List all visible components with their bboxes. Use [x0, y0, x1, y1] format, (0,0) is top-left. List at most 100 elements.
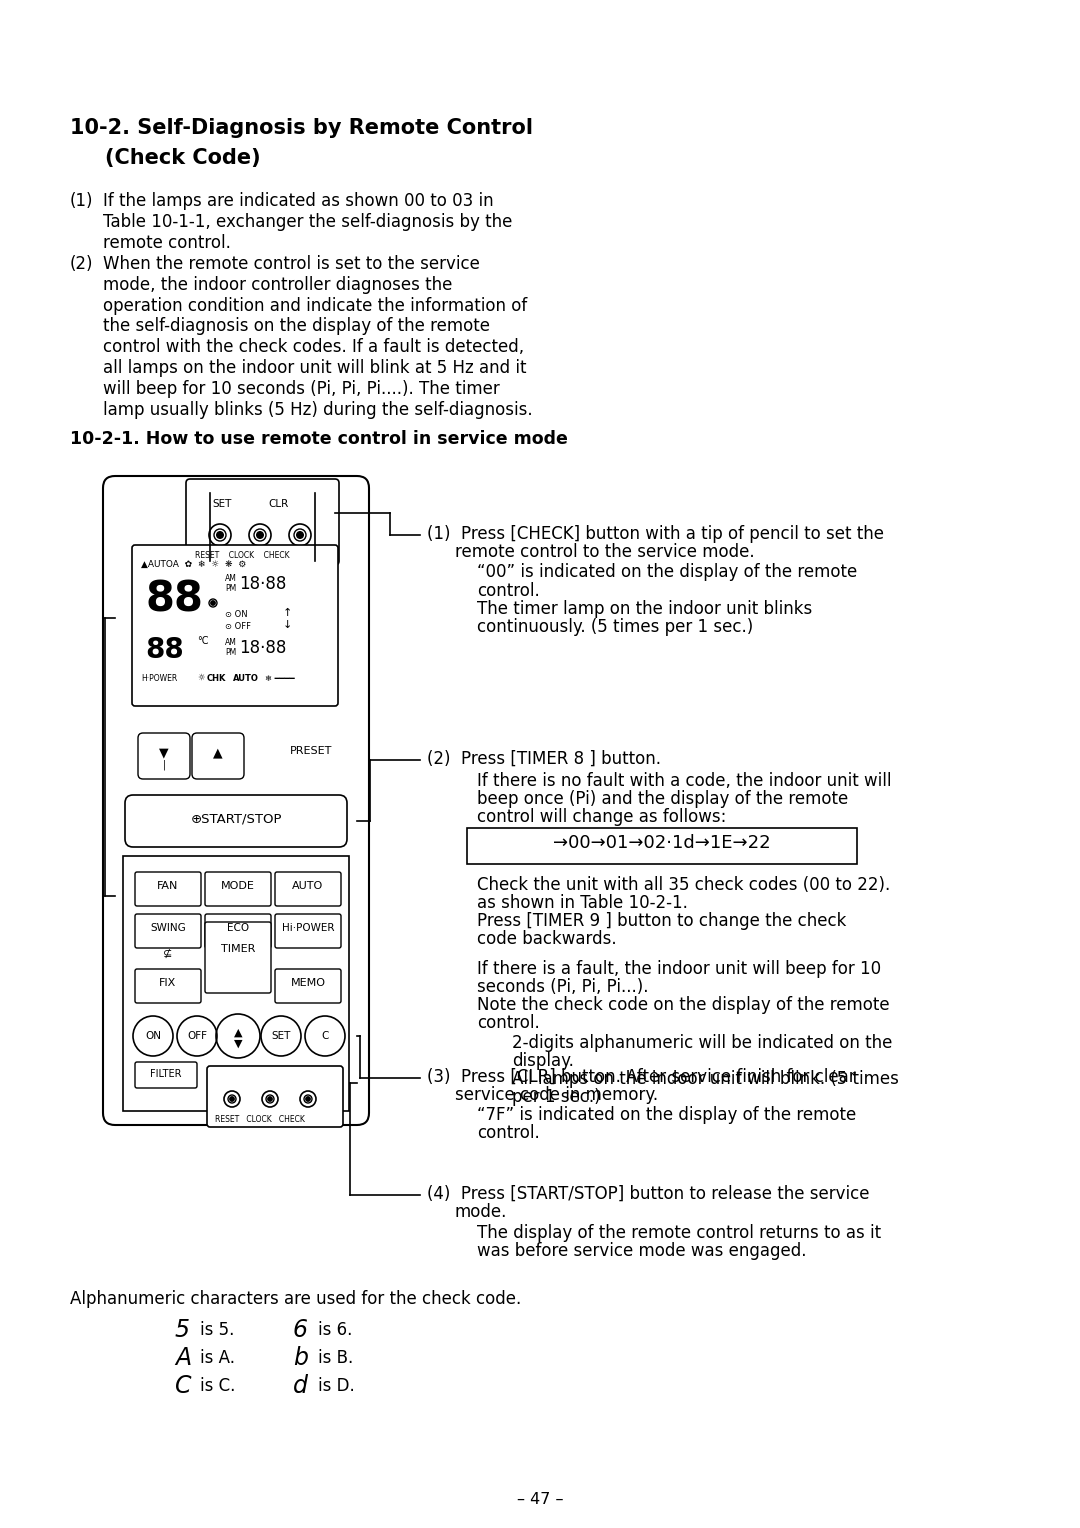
- Circle shape: [268, 1097, 272, 1102]
- Text: SWING: SWING: [150, 923, 186, 934]
- FancyBboxPatch shape: [138, 733, 190, 779]
- Text: control.: control.: [477, 582, 540, 601]
- Text: ▲: ▲: [233, 1028, 242, 1038]
- Text: control.: control.: [477, 1125, 540, 1141]
- Text: C: C: [175, 1374, 191, 1398]
- Text: °C: °C: [197, 636, 208, 646]
- Text: d: d: [293, 1374, 308, 1398]
- Text: ▲AUTOA  ✿  ❄  ☼  ❋  ⚙: ▲AUTOA ✿ ❄ ☼ ❋ ⚙: [141, 559, 246, 568]
- Text: mode.: mode.: [455, 1203, 508, 1221]
- Text: FAN: FAN: [158, 882, 178, 891]
- Text: 6: 6: [293, 1319, 308, 1342]
- Text: C: C: [322, 1031, 328, 1041]
- Text: (Check Code): (Check Code): [105, 148, 260, 168]
- Bar: [123, 856, 349, 1111]
- Text: 5: 5: [175, 1319, 190, 1342]
- Text: service code in memory.: service code in memory.: [455, 1086, 658, 1105]
- Text: PRESET: PRESET: [291, 746, 333, 756]
- Text: AM
PM: AM PM: [225, 639, 237, 657]
- FancyBboxPatch shape: [135, 969, 201, 1002]
- Text: AUTO: AUTO: [233, 674, 259, 683]
- Text: “7F” is indicated on the display of the remote: “7F” is indicated on the display of the …: [477, 1106, 856, 1125]
- Text: continuously. (5 times per 1 sec.): continuously. (5 times per 1 sec.): [477, 617, 753, 636]
- FancyBboxPatch shape: [135, 1062, 197, 1088]
- Text: The display of the remote control returns to as it: The display of the remote control return…: [477, 1224, 881, 1242]
- Text: as shown in Table 10-2-1.: as shown in Table 10-2-1.: [477, 894, 688, 912]
- Text: Check the unit with all 35 check codes (00 to 22).: Check the unit with all 35 check codes (…: [477, 876, 890, 894]
- Text: All lamps on the indoor unit will blink. (5 times: All lamps on the indoor unit will blink.…: [512, 1070, 899, 1088]
- FancyBboxPatch shape: [207, 1067, 343, 1128]
- Text: – 47 –: – 47 –: [516, 1491, 564, 1507]
- FancyBboxPatch shape: [132, 545, 338, 706]
- Text: OFF: OFF: [187, 1031, 207, 1041]
- Text: is 6.: is 6.: [318, 1322, 352, 1339]
- Circle shape: [211, 601, 215, 605]
- Text: When the remote control is set to the service
mode, the indoor controller diagno: When the remote control is set to the se…: [103, 255, 532, 419]
- Text: beep once (Pi) and the display of the remote: beep once (Pi) and the display of the re…: [477, 790, 848, 808]
- Text: Press [TIMER 9 ] button to change the check: Press [TIMER 9 ] button to change the ch…: [477, 912, 847, 931]
- FancyBboxPatch shape: [275, 914, 341, 947]
- FancyBboxPatch shape: [103, 477, 369, 1125]
- Text: was before service mode was engaged.: was before service mode was engaged.: [477, 1242, 807, 1261]
- Text: seconds (Pi, Pi, Pi...).: seconds (Pi, Pi, Pi...).: [477, 978, 648, 996]
- Text: TIMER: TIMER: [220, 944, 255, 953]
- Text: control will change as follows:: control will change as follows:: [477, 808, 727, 827]
- Circle shape: [306, 1097, 310, 1102]
- FancyBboxPatch shape: [135, 914, 201, 947]
- Text: H·POWER: H·POWER: [141, 674, 177, 683]
- Text: AM
PM: AM PM: [225, 575, 237, 593]
- FancyBboxPatch shape: [192, 733, 244, 779]
- Text: is B.: is B.: [318, 1349, 353, 1368]
- Text: ▼: ▼: [159, 746, 168, 759]
- Text: If there is a fault, the indoor unit will beep for 10: If there is a fault, the indoor unit wil…: [477, 960, 881, 978]
- Text: (3)  Press [CLR] button. After service finish for clear: (3) Press [CLR] button. After service fi…: [427, 1068, 855, 1086]
- Text: If there is no fault with a code, the indoor unit will: If there is no fault with a code, the in…: [477, 772, 891, 790]
- Text: control.: control.: [477, 1015, 540, 1031]
- Text: 88: 88: [145, 636, 184, 665]
- Text: MODE: MODE: [221, 882, 255, 891]
- Text: Alphanumeric characters are used for the check code.: Alphanumeric characters are used for the…: [70, 1290, 522, 1308]
- Text: (2)  Press [TIMER 8 ] button.: (2) Press [TIMER 8 ] button.: [427, 750, 661, 769]
- Text: The timer lamp on the indoor unit blinks: The timer lamp on the indoor unit blinks: [477, 601, 812, 617]
- Text: 18·88: 18·88: [239, 575, 286, 593]
- Text: “00” is indicated on the display of the remote: “00” is indicated on the display of the …: [477, 562, 858, 581]
- Text: is D.: is D.: [318, 1377, 354, 1395]
- Text: FILTER: FILTER: [150, 1070, 181, 1079]
- Text: RESET    CLOCK    CHECK: RESET CLOCK CHECK: [195, 552, 289, 559]
- Text: (4)  Press [START/STOP] button to release the service: (4) Press [START/STOP] button to release…: [427, 1186, 869, 1203]
- Text: |: |: [162, 759, 165, 770]
- Text: (1)  Press [CHECK] button with a tip of pencil to set the: (1) Press [CHECK] button with a tip of p…: [427, 526, 885, 542]
- Circle shape: [257, 532, 264, 538]
- Text: Hi·POWER: Hi·POWER: [282, 923, 334, 934]
- Text: ECO: ECO: [227, 923, 249, 934]
- Text: is 5.: is 5.: [200, 1322, 234, 1339]
- Text: ▲: ▲: [213, 746, 222, 759]
- Text: A: A: [175, 1346, 191, 1371]
- Text: ❄ ━━━━: ❄ ━━━━: [265, 674, 295, 683]
- FancyBboxPatch shape: [275, 969, 341, 1002]
- Text: ▼: ▼: [233, 1039, 242, 1050]
- Text: display.: display.: [512, 1051, 573, 1070]
- FancyBboxPatch shape: [205, 921, 271, 993]
- FancyBboxPatch shape: [125, 795, 347, 847]
- Text: 10-2-1. How to use remote control in service mode: 10-2-1. How to use remote control in ser…: [70, 429, 568, 448]
- Text: Note the check code on the display of the remote: Note the check code on the display of th…: [477, 996, 890, 1015]
- FancyBboxPatch shape: [275, 872, 341, 906]
- Text: ↑
↓: ↑ ↓: [283, 608, 293, 630]
- FancyBboxPatch shape: [135, 872, 201, 906]
- Text: CLR: CLR: [268, 500, 288, 509]
- Text: RESET   CLOCK   CHECK: RESET CLOCK CHECK: [215, 1115, 305, 1125]
- Text: is C.: is C.: [200, 1377, 235, 1395]
- Text: ⊕START/STOP: ⊕START/STOP: [190, 811, 282, 825]
- Text: (1): (1): [70, 193, 94, 209]
- Circle shape: [217, 532, 224, 538]
- Text: ⊙ OFF: ⊙ OFF: [225, 622, 251, 631]
- Text: 2-digits alphanumeric will be indicated on the: 2-digits alphanumeric will be indicated …: [512, 1034, 892, 1051]
- Text: per 1 sec.): per 1 sec.): [512, 1088, 600, 1106]
- Text: (2): (2): [70, 255, 94, 274]
- Text: AUTO: AUTO: [293, 882, 324, 891]
- Text: FIX: FIX: [160, 978, 177, 989]
- Text: code backwards.: code backwards.: [477, 931, 617, 947]
- Text: ⊈: ⊈: [163, 949, 173, 960]
- Text: b: b: [293, 1346, 308, 1371]
